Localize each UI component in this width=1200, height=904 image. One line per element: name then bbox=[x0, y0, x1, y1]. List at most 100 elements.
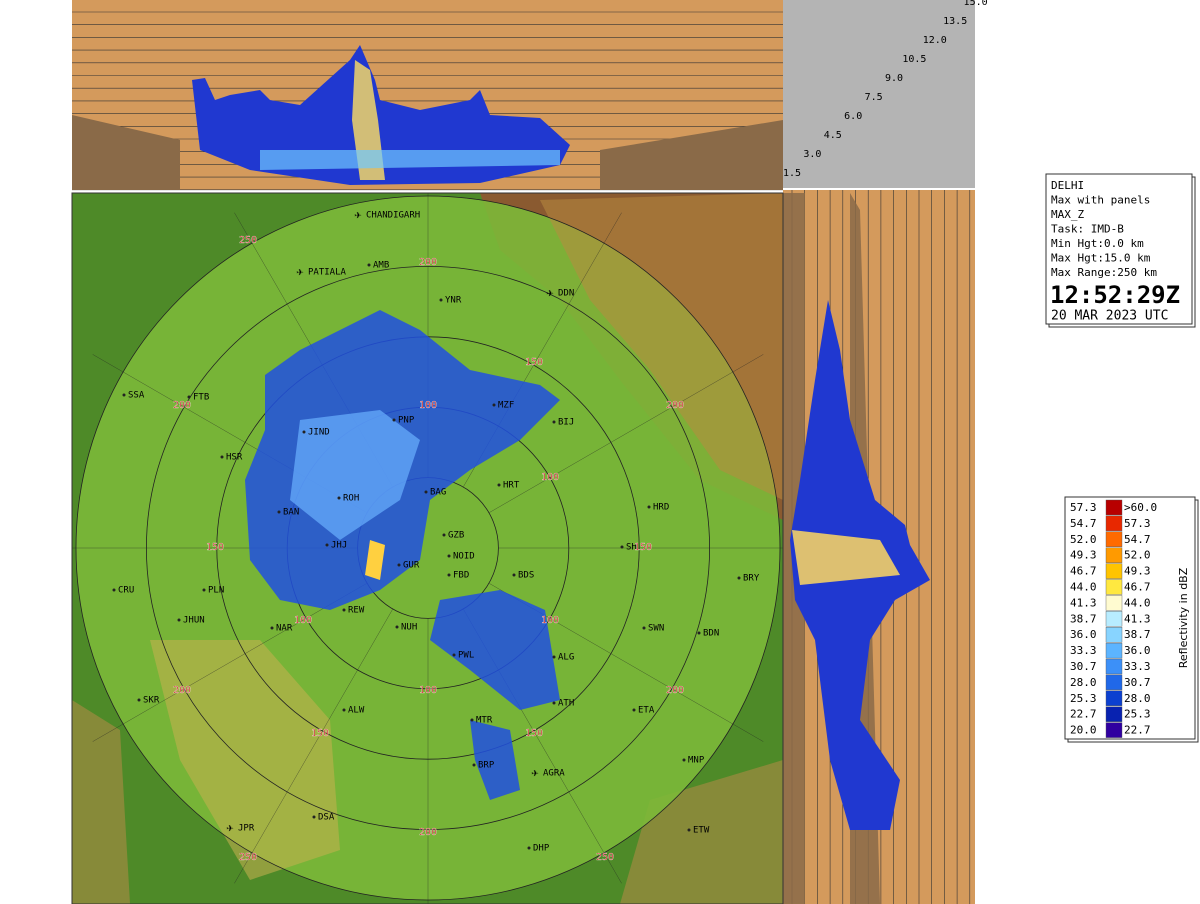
station-label: BIJ bbox=[558, 418, 574, 428]
legend-high: 49.3 bbox=[1124, 565, 1151, 578]
station-label: DHP bbox=[533, 844, 550, 854]
info-line: Max with panels bbox=[1051, 194, 1150, 207]
station-label: HSR bbox=[226, 453, 243, 463]
legend-low: 57.3 bbox=[1070, 501, 1097, 514]
echo-band bbox=[260, 150, 560, 170]
station-label: CRU bbox=[118, 586, 134, 596]
station-dot bbox=[642, 626, 646, 630]
legend-low: 54.7 bbox=[1070, 517, 1097, 530]
terrain bbox=[72, 700, 783, 904]
legend-high: >60.0 bbox=[1124, 501, 1157, 514]
airport-icon: ✈ bbox=[531, 766, 538, 780]
station-label: ATH bbox=[558, 699, 574, 709]
station-dot bbox=[342, 708, 346, 712]
legend-swatch bbox=[1105, 563, 1123, 579]
station-dot bbox=[620, 545, 624, 549]
station-label: MTR bbox=[476, 716, 493, 726]
station-label: FTB bbox=[193, 393, 209, 403]
range-label: 200 bbox=[173, 400, 191, 411]
height-label: 7.5 bbox=[865, 92, 883, 103]
station-dot bbox=[687, 828, 691, 832]
station-label: SWN bbox=[648, 624, 664, 634]
legend-high: 28.0 bbox=[1124, 692, 1151, 705]
height-label: 9.0 bbox=[885, 73, 903, 84]
station-dot bbox=[122, 393, 126, 397]
station-label: CHANDIGARH bbox=[366, 211, 420, 221]
station-dot bbox=[177, 618, 181, 622]
station-dot bbox=[447, 573, 451, 577]
station-dot bbox=[392, 418, 396, 422]
station-dot bbox=[439, 298, 443, 302]
range-label: 150 bbox=[634, 542, 652, 553]
station-dot bbox=[552, 655, 556, 659]
station-dot bbox=[202, 588, 206, 592]
station-label: HRD bbox=[653, 503, 669, 513]
legend-low: 46.7 bbox=[1070, 565, 1097, 578]
station-dot bbox=[187, 395, 191, 399]
info-line: Max Range:250 km bbox=[1051, 266, 1157, 279]
legend-title: Reflectivity in dBZ bbox=[1177, 567, 1190, 668]
legend-swatch bbox=[1105, 579, 1123, 595]
station-dot bbox=[492, 403, 496, 407]
station-label: MNP bbox=[688, 756, 705, 766]
station-label: ALG bbox=[558, 653, 574, 663]
station-label: BDN bbox=[703, 629, 719, 639]
echo-core-right bbox=[792, 530, 900, 585]
station-label: BRP bbox=[478, 761, 495, 771]
station-dot bbox=[470, 718, 474, 722]
station-label: DDN bbox=[558, 289, 574, 299]
legend-low: 36.0 bbox=[1070, 628, 1097, 641]
station-label: BAG bbox=[430, 488, 446, 498]
range-label: 200 bbox=[666, 685, 684, 696]
station-label: SSA bbox=[128, 391, 145, 401]
station-label: PLN bbox=[208, 586, 224, 596]
station-label: YNR bbox=[445, 296, 462, 306]
station-label: JHJ bbox=[331, 541, 347, 551]
station-label: PATIALA bbox=[308, 268, 347, 278]
legend-low: 22.7 bbox=[1070, 708, 1097, 721]
station-label: GZB bbox=[448, 531, 464, 541]
info-line: Min Hgt:0.0 km bbox=[1051, 237, 1144, 250]
legend-swatch bbox=[1105, 627, 1123, 643]
station-label: ETA bbox=[638, 706, 655, 716]
range-label: 200 bbox=[666, 400, 684, 411]
map: ✈ CHANDIGARH ✈ PATIALA AMB ✈ DDN YNR SSA FTB PNP MZ… bbox=[72, 193, 783, 904]
legend-high: 52.0 bbox=[1124, 549, 1151, 562]
station-label: ROH bbox=[343, 494, 359, 504]
station-dot bbox=[395, 625, 399, 629]
legend-low: 52.0 bbox=[1070, 533, 1097, 546]
azimuth-line bbox=[488, 354, 764, 514]
legend-swatch bbox=[1105, 674, 1123, 691]
legend-high: 36.0 bbox=[1124, 644, 1151, 657]
echo-inner bbox=[290, 410, 420, 540]
legend-low: 49.3 bbox=[1070, 549, 1097, 562]
station-dot bbox=[447, 554, 451, 558]
station-dot bbox=[452, 653, 456, 657]
map-frame bbox=[71, 192, 784, 904]
station-label: HRT bbox=[503, 481, 520, 491]
range-label: 200 bbox=[419, 827, 437, 838]
station-dot bbox=[367, 263, 371, 267]
legend-swatch bbox=[1105, 547, 1123, 563]
info-date: 20 MAR 2023 UTC bbox=[1051, 309, 1168, 324]
station-dot bbox=[647, 505, 651, 509]
station-dot bbox=[270, 626, 274, 630]
legend-swatch bbox=[1105, 611, 1123, 627]
legend-swatch bbox=[1105, 642, 1123, 659]
station-dot bbox=[302, 430, 306, 434]
station-label: DSA bbox=[318, 813, 335, 823]
range-label: 250 bbox=[596, 852, 614, 863]
info-box bbox=[1045, 173, 1193, 325]
station-dot bbox=[325, 543, 329, 547]
station-label: ETW bbox=[693, 826, 710, 836]
station-dot bbox=[337, 496, 341, 500]
legend-swatch bbox=[1105, 595, 1123, 611]
echo-south bbox=[430, 590, 560, 800]
range-label: 100 bbox=[419, 400, 437, 411]
height-label: 12.0 bbox=[923, 35, 947, 46]
legend-high: 22.7 bbox=[1124, 724, 1151, 737]
height-label: 13.5 bbox=[943, 16, 967, 27]
legend-low: 25.3 bbox=[1070, 692, 1097, 705]
station-label: AMB bbox=[373, 261, 389, 271]
